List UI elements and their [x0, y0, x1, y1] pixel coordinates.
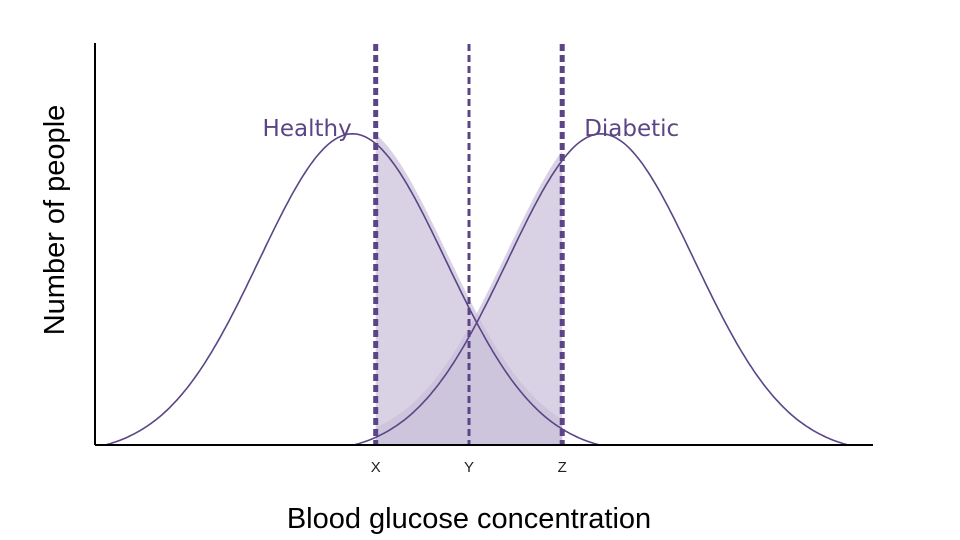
curve-healthy: [105, 132, 600, 446]
x-tick-label-x: X: [371, 459, 381, 476]
threshold-lines: [373, 44, 565, 445]
x-tick-labels: X Y Z: [371, 459, 567, 476]
series-labels: Healthy Diabetic: [263, 116, 680, 142]
shaded-region-diabetic: [375, 150, 563, 445]
distribution-curves: [105, 132, 849, 446]
series-label-diabetic: Diabetic: [584, 116, 679, 142]
curve-diabetic: [353, 132, 849, 446]
x-tick-label-z: Z: [558, 459, 567, 476]
x-axis-title: Blood glucose concentration: [287, 503, 651, 535]
x-tick-label-y: Y: [464, 459, 474, 476]
y-axis-title: Number of people: [39, 105, 71, 336]
series-label-healthy: Healthy: [263, 116, 352, 142]
